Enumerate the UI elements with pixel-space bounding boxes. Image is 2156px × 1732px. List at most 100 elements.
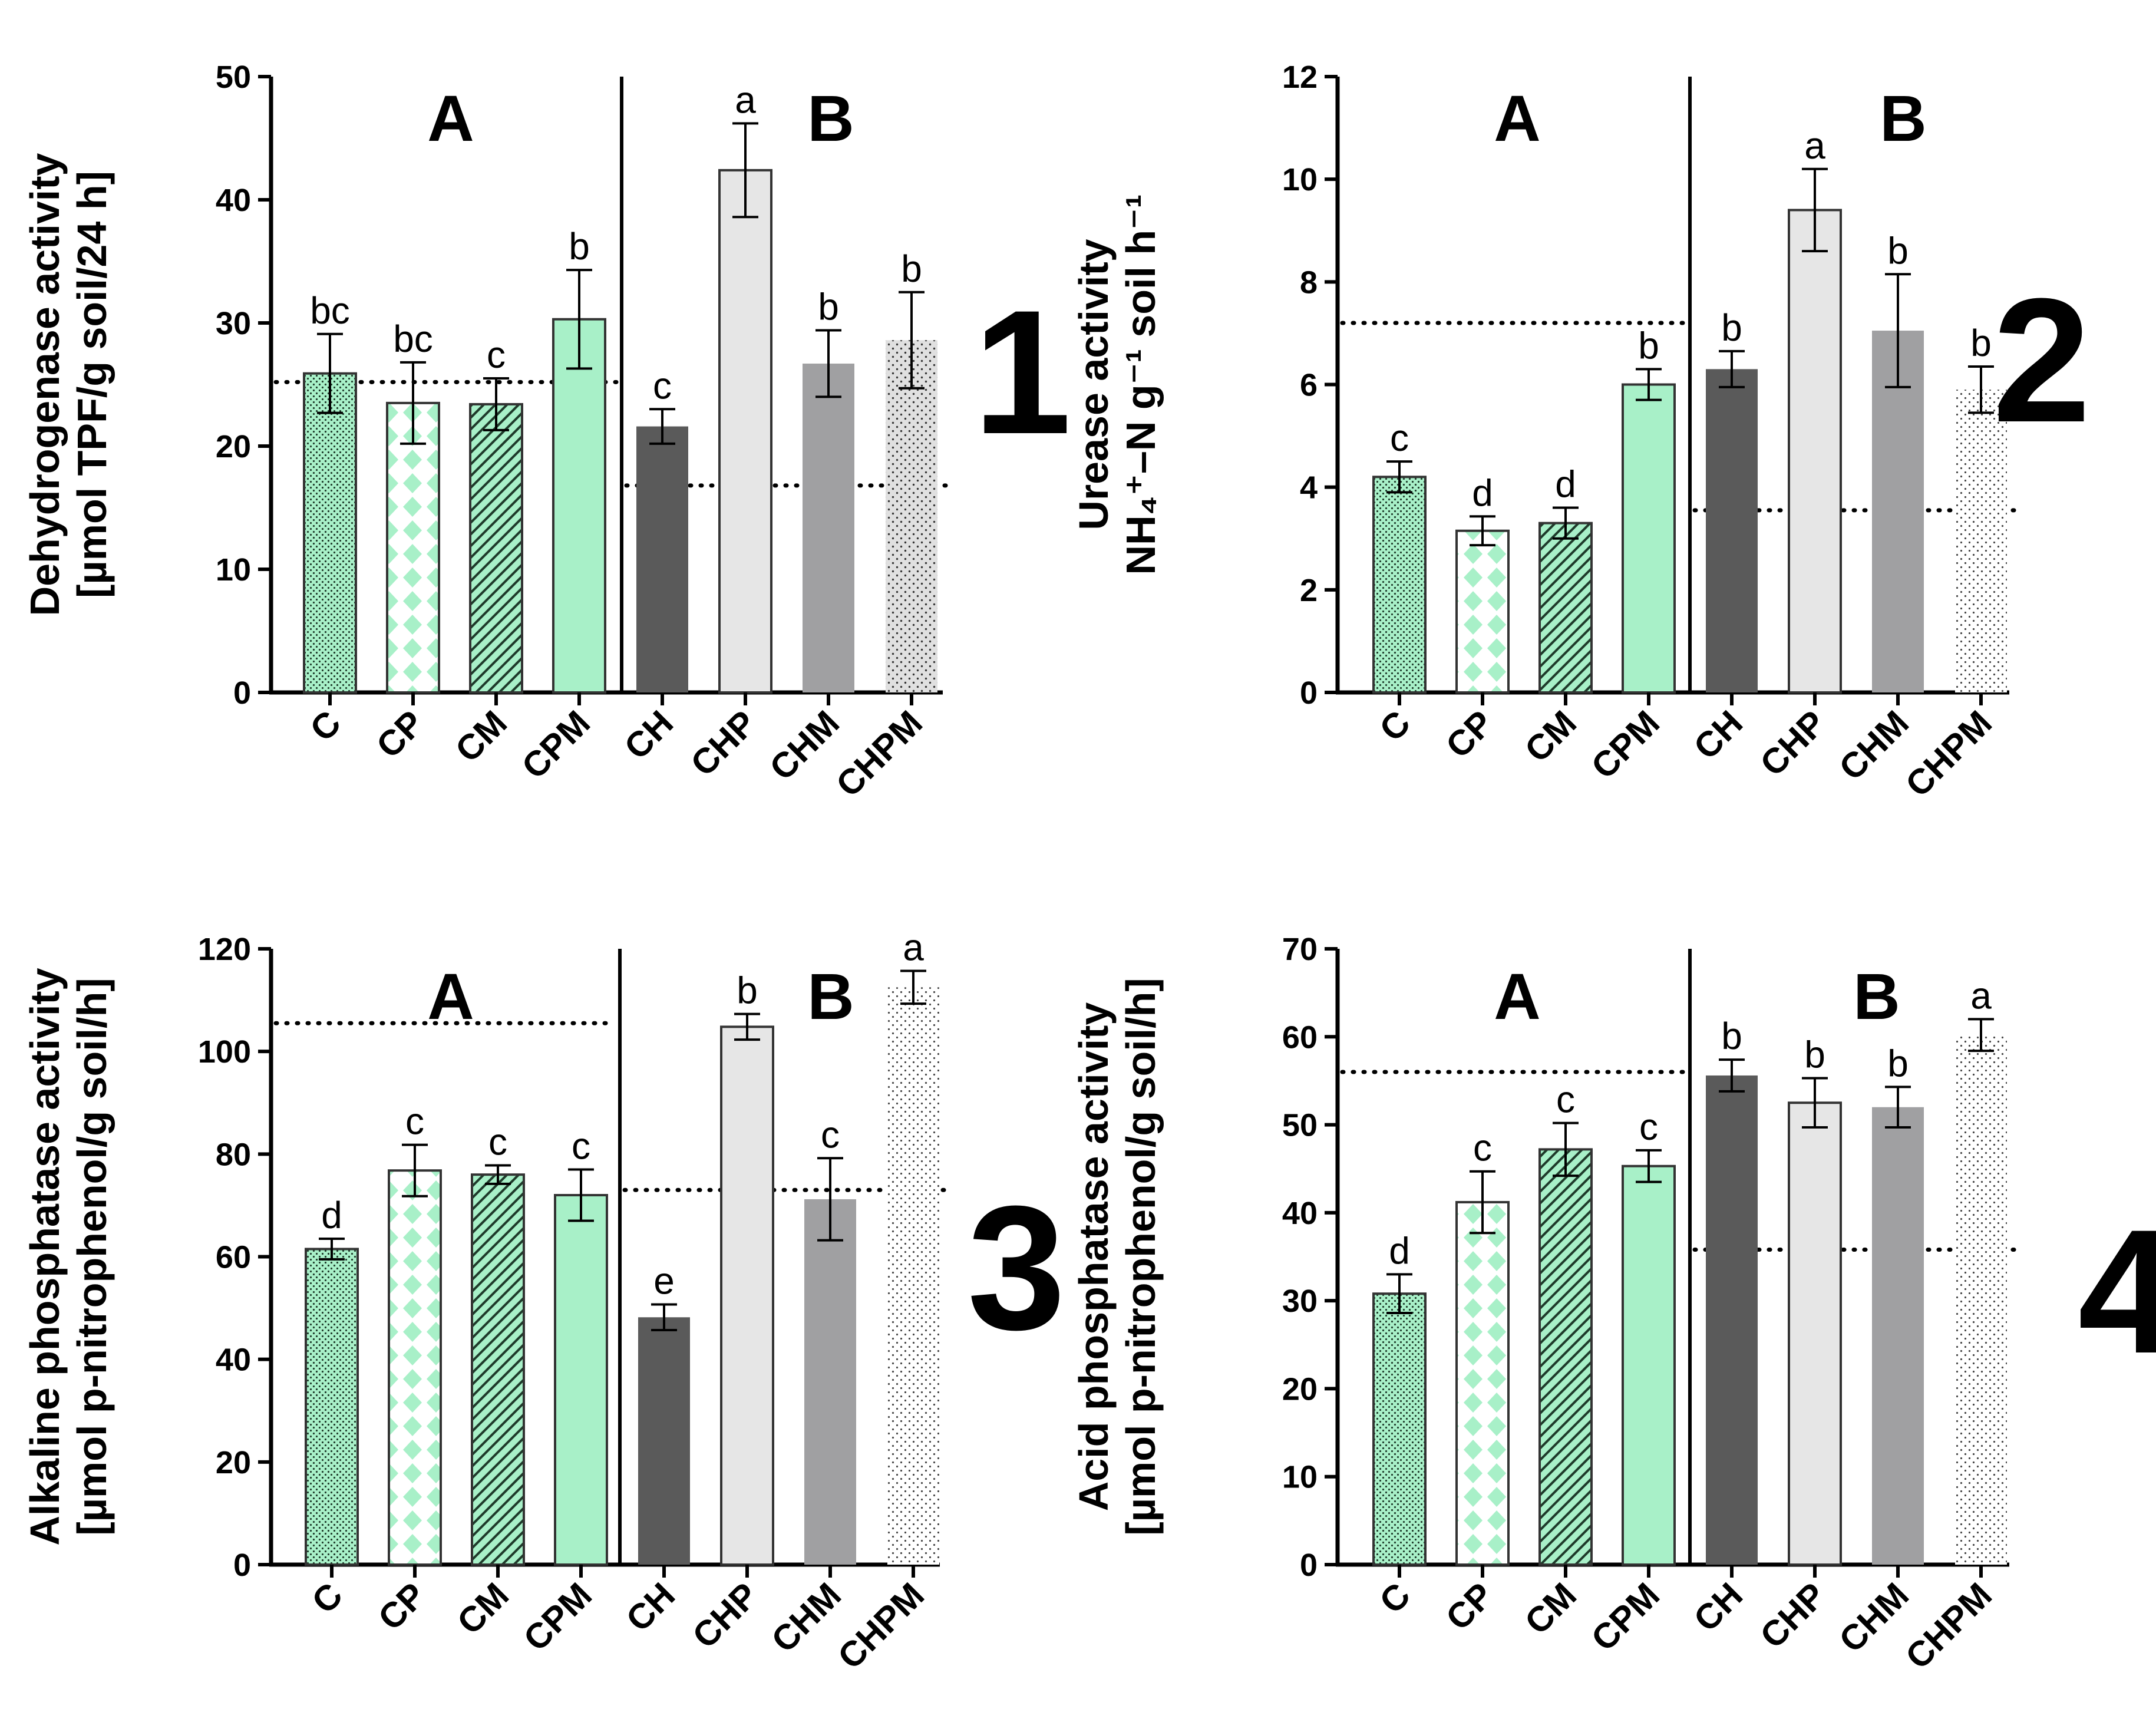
y-axis-title-line: NH₄⁺–N g⁻¹ soil h⁻¹ bbox=[1118, 194, 1164, 575]
y-axis-title-line: Acid phosphatase activity bbox=[1071, 1002, 1117, 1512]
x-category-label: CM bbox=[450, 1575, 516, 1642]
section-label-b: B bbox=[1853, 961, 1900, 1033]
bar-cm bbox=[469, 403, 523, 694]
significance-letter: b bbox=[1887, 1042, 1909, 1084]
y-tick-label: 50 bbox=[216, 60, 251, 95]
bar-c bbox=[305, 1248, 359, 1566]
y-tick-label: 80 bbox=[216, 1137, 251, 1172]
significance-letter: b bbox=[1638, 324, 1659, 367]
y-tick-label: 20 bbox=[216, 1445, 251, 1480]
bar-chm bbox=[804, 1199, 856, 1565]
y-axis-title-line: [µmol p-nitrophenol/g soil/h] bbox=[69, 978, 115, 1535]
x-category-label: C bbox=[1372, 703, 1418, 749]
y-tick-label: 10 bbox=[216, 552, 251, 588]
y-tick-label: 60 bbox=[1282, 1020, 1318, 1055]
y-tick-label: 0 bbox=[233, 1548, 251, 1583]
bar-ch bbox=[636, 426, 688, 692]
significance-letter: b bbox=[1970, 322, 1992, 364]
y-tick-label: 0 bbox=[1300, 1548, 1318, 1583]
section-label-a: A bbox=[1494, 961, 1540, 1033]
x-category-label: CP bbox=[1438, 1575, 1501, 1638]
bar-cpm bbox=[1622, 1164, 1676, 1566]
y-axis-title-line: Urease activity bbox=[1071, 239, 1117, 530]
bar-cm bbox=[1538, 1148, 1593, 1566]
significance-letter: c bbox=[487, 334, 506, 376]
significance-letter: b bbox=[1721, 306, 1742, 349]
significance-letter: d bbox=[1389, 1229, 1410, 1272]
x-category-label: CHP bbox=[685, 1575, 765, 1656]
y-tick-label: 0 bbox=[1300, 675, 1318, 711]
y-tick-label: 4 bbox=[1300, 470, 1318, 506]
y-tick-label: 40 bbox=[1282, 1196, 1318, 1231]
y-axis-title-line: [µmol TPF/g soil/24 h] bbox=[69, 171, 115, 598]
bar-cpm bbox=[1622, 383, 1676, 694]
bar-c bbox=[1372, 1292, 1427, 1566]
significance-letter: e bbox=[653, 1259, 675, 1302]
significance-letter: c bbox=[1473, 1127, 1492, 1169]
y-tick-label: 0 bbox=[233, 675, 251, 711]
y-axis-title-line: Alkaline phosphatase activity bbox=[22, 968, 68, 1545]
x-category-label: CH bbox=[619, 1575, 683, 1639]
x-category-label: CM bbox=[1517, 703, 1584, 770]
x-category-label: CM bbox=[1517, 1575, 1584, 1642]
x-category-label: CM bbox=[448, 703, 514, 770]
bar-cp bbox=[386, 401, 440, 694]
y-tick-label: 6 bbox=[1300, 368, 1318, 403]
chart-panel-2: 0 2 4 6 8 10 12 Urease activity NH₄⁺–N g⁻¹ soil … bbox=[1071, 60, 2091, 804]
panel-number: 2 bbox=[1993, 261, 2091, 459]
bar-chp bbox=[720, 1025, 774, 1566]
bar-chp bbox=[718, 169, 772, 694]
bar-c bbox=[303, 372, 357, 694]
significance-letter: c bbox=[1556, 1078, 1575, 1121]
y-tick-label: 60 bbox=[216, 1240, 251, 1275]
x-category-label: CHPM bbox=[1898, 1575, 1999, 1677]
y-axis-title-line: Dehydrogenase activity bbox=[22, 153, 68, 616]
significance-letter: c bbox=[1639, 1106, 1658, 1148]
significance-letter: d bbox=[321, 1194, 342, 1236]
y-tick-label: 30 bbox=[216, 306, 251, 341]
significance-letter: a bbox=[903, 926, 924, 968]
significance-letter: c bbox=[653, 364, 672, 407]
x-category-label: C bbox=[304, 1575, 350, 1621]
x-category-label: C bbox=[302, 703, 348, 749]
x-category-label: CHPM bbox=[1898, 703, 1999, 804]
section-label-b: B bbox=[807, 961, 854, 1033]
y-tick-label: 8 bbox=[1300, 265, 1318, 300]
significance-letter: c bbox=[572, 1124, 590, 1167]
y-tick-label: 100 bbox=[198, 1034, 251, 1070]
y-tick-label: 70 bbox=[1282, 932, 1318, 967]
y-tick-label: 10 bbox=[1282, 162, 1318, 197]
section-label-a: A bbox=[427, 83, 474, 155]
significance-letter: c bbox=[1390, 417, 1409, 459]
x-category-label: CPM bbox=[514, 703, 598, 787]
chart-panel-1: 0 10 20 30 40 50 Dehydrogenase activity [µmol T… bbox=[22, 60, 1071, 804]
bar-cp bbox=[388, 1169, 442, 1566]
x-category-label: CH bbox=[1686, 703, 1751, 767]
y-tick-label: 20 bbox=[1282, 1371, 1318, 1407]
significance-letter: b bbox=[1804, 1033, 1825, 1076]
bar-chpm bbox=[887, 987, 939, 1565]
significance-letter: bc bbox=[393, 318, 433, 360]
significance-letter: a bbox=[1804, 124, 1825, 167]
significance-letter: d bbox=[1472, 471, 1493, 514]
bar-ch bbox=[1706, 369, 1758, 692]
section-label-b: B bbox=[807, 83, 854, 155]
y-tick-label: 50 bbox=[1282, 1108, 1318, 1143]
bar-chm bbox=[1872, 331, 1924, 692]
y-tick-label: 120 bbox=[198, 932, 251, 967]
x-category-label: C bbox=[1372, 1575, 1418, 1621]
significance-letter: b bbox=[737, 969, 758, 1012]
bar-chp bbox=[1788, 1101, 1842, 1566]
x-category-label: CH bbox=[1686, 1575, 1751, 1639]
bar-ch bbox=[638, 1317, 690, 1565]
significance-letter: b bbox=[569, 225, 590, 268]
x-category-label: CHPM bbox=[828, 703, 930, 804]
panel-number: 1 bbox=[973, 273, 1072, 471]
x-category-label: CPM bbox=[516, 1575, 600, 1659]
y-tick-label: 2 bbox=[1300, 573, 1318, 608]
section-label-b: B bbox=[1880, 83, 1926, 155]
significance-letter: c bbox=[405, 1100, 424, 1143]
x-category-label: CHPM bbox=[830, 1575, 932, 1677]
x-category-label: CH bbox=[617, 703, 681, 767]
significance-letter: bc bbox=[310, 289, 350, 332]
